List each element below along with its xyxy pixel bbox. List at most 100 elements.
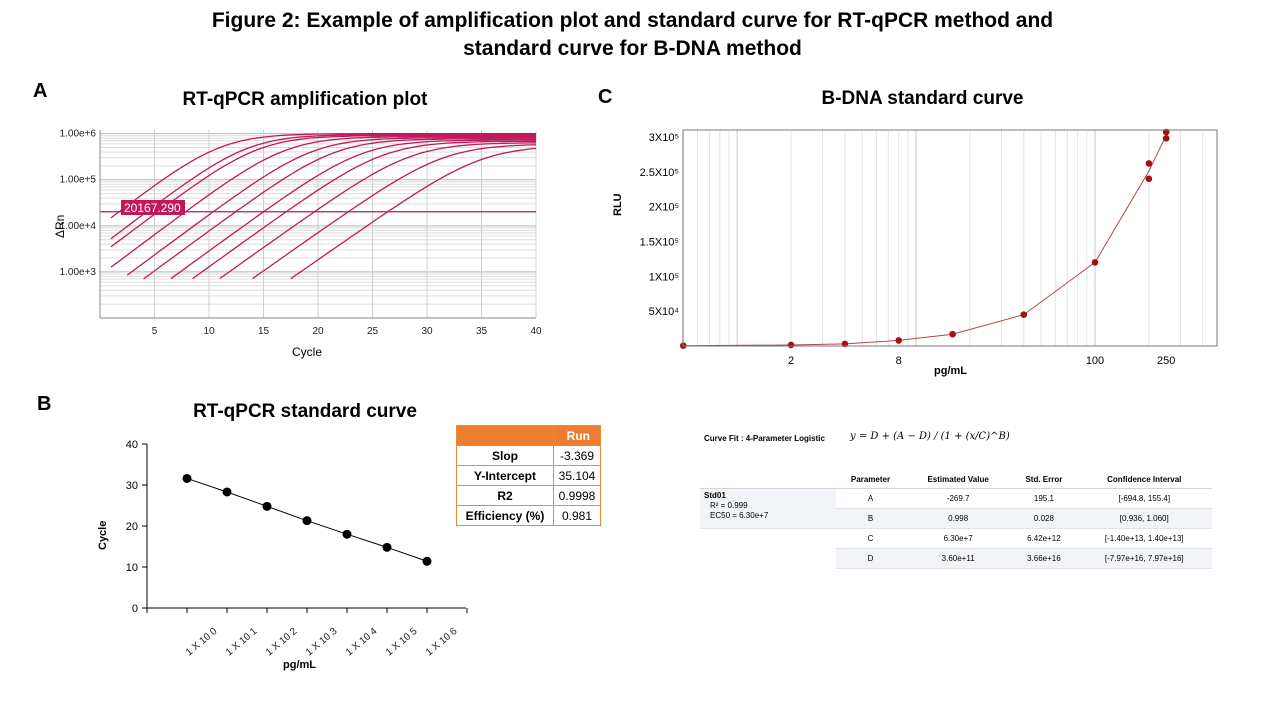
curve-fit-col-header: Parameter — [836, 470, 905, 489]
run-table-row: Slop -3.369 — [456, 445, 601, 466]
y-tick-label: 10 — [126, 562, 138, 574]
y-tick-label: 1X10⁵ — [649, 271, 679, 283]
panel-c-xlabel: pg/mL — [934, 365, 967, 377]
data-point — [895, 337, 903, 344]
curve-fit-param: D — [836, 548, 905, 569]
curve-fit-col-header: Confidence Interval — [1076, 470, 1212, 489]
data-point — [1091, 259, 1099, 266]
y-tick-label: 1.00e+6 — [60, 129, 97, 140]
panel-c-title: B-DNA standard curve — [821, 88, 1024, 109]
data-point — [949, 330, 956, 338]
x-tick-label: 15 — [258, 326, 270, 337]
amplification-curve — [192, 140, 536, 280]
data-point — [1020, 311, 1028, 318]
curve-fit-estimate: 0.998 — [905, 508, 1012, 529]
x-tick-label: 5 — [152, 326, 158, 337]
x-tick-label: 100 — [1086, 355, 1104, 367]
amplification-curve — [219, 142, 537, 280]
data-point — [342, 529, 352, 539]
figure-title-line1: Figure 2: Example of amplification plot … — [211, 9, 1054, 32]
amplification-curves — [100, 132, 537, 280]
curve-fit-estimate: -269.7 — [905, 488, 1012, 509]
curve-fit-spacer — [700, 529, 836, 549]
fit-curve — [682, 134, 1167, 347]
x-tick-label: 10 — [203, 326, 215, 337]
curve-fit-estimate: 3.60e+11 — [905, 548, 1012, 569]
amplification-curve — [110, 134, 536, 248]
amplification-curve — [126, 136, 536, 276]
x-tick-label: 20 — [312, 326, 324, 337]
data-point — [382, 542, 392, 552]
panel-b-xlabel: pg/mL — [283, 659, 316, 671]
amplification-curve — [110, 132, 536, 219]
panel-c-ylabel: RLU — [612, 193, 624, 216]
run-row-value: 0.981 — [553, 505, 601, 526]
figure-title-line2: standard curve for B-DNA method — [463, 37, 802, 60]
run-table: Run Slop -3.369 Y-Intercept 35.104 R2 0.… — [456, 425, 601, 526]
data-point — [1145, 175, 1153, 183]
bdna-axes: 5X10⁴ 1X10⁵ 1.5X10⁵ 2X10⁵ 2.5X10⁵ 3X10⁵ 2 8 100 2… — [640, 129, 1218, 367]
amplification-curve — [170, 139, 536, 280]
standard-curve-points — [182, 473, 432, 566]
y-tick-label: 2X10⁵ — [649, 202, 679, 214]
run-row-value: -3.369 — [553, 445, 601, 466]
bdna-curve — [679, 128, 1170, 349]
run-table-row: Efficiency (%) 0.981 — [456, 505, 601, 526]
curve-fit-col-header: Std. Error — [1011, 470, 1077, 489]
curve-fit-std-error: 6.42e+12 — [1011, 528, 1077, 549]
y-tick-label: 3X10⁵ — [649, 132, 679, 144]
amplification-curve — [252, 144, 537, 280]
curve-fit-std-error: 3.66e+16 — [1011, 548, 1077, 569]
curve-fit-param: B — [836, 508, 905, 529]
panel-c-letter: C — [598, 86, 613, 108]
curve-fit-equation: y = D + (A − D) / (1 + (x/C)^B) — [850, 431, 1010, 442]
threshold-label-box — [121, 200, 185, 215]
data-point — [222, 487, 232, 497]
y-tick-label: 1.5X10⁵ — [640, 236, 679, 248]
y-tick-label: 1.00e+5 — [60, 175, 97, 186]
curve-fit-row: D 3.60e+11 3.66e+16 [-7.97e+16, 7.97e+16… — [700, 548, 1212, 569]
plot-frame — [682, 129, 1218, 347]
data-point — [1145, 160, 1153, 167]
y-tick-label: 2.5X10⁵ — [640, 167, 679, 179]
run-table-row: Y-Intercept 35.104 — [456, 465, 601, 486]
amplification-curve — [110, 133, 536, 240]
bdna-grid — [682, 130, 1204, 346]
curve-fit-param: C — [836, 528, 905, 549]
curve-fit-std-cell: Std01 R² = 0.999 EC50 = 6.30e+7 — [700, 488, 836, 529]
curve-fit-spacer — [700, 549, 836, 569]
curve-fit-header-spacer — [700, 470, 836, 489]
panel-a-title: RT-qPCR amplification plot — [182, 89, 428, 110]
threshold-label: 20167.290 — [124, 201, 181, 215]
curve-fit-std-error: 195.1 — [1011, 488, 1077, 509]
amplification-curve — [290, 147, 537, 280]
data-point — [262, 501, 272, 511]
curve-fit-row: B 0.998 0.028 [0.936, 1.060] — [700, 508, 1212, 529]
curve-fit-param: A — [836, 488, 905, 509]
data-point — [182, 473, 192, 483]
y-tick-label: 30 — [126, 480, 138, 492]
x-tick-label: 35 — [476, 326, 488, 337]
curve-fit-r2: R² = 0.999 — [710, 501, 748, 510]
curve-fit-row: C 6.30e+7 6.42e+12 [-1.40e+13, 1.40e+13] — [700, 528, 1212, 549]
curve-fit-ci: [-694.8, 155.4] — [1076, 488, 1212, 509]
run-row-value: 0.9998 — [553, 485, 601, 506]
curve-fit-estimate: 6.30e+7 — [905, 528, 1012, 549]
y-tick-label: 20 — [126, 521, 138, 533]
run-table-header-label: Run — [553, 425, 601, 446]
x-tick-label: 25 — [367, 326, 379, 337]
panel-b-title: RT-qPCR standard curve — [193, 401, 417, 422]
panel-a-xlabel: Cycle — [292, 345, 322, 359]
y-tick-label: 5X10⁴ — [649, 306, 680, 318]
data-point — [787, 341, 795, 349]
x-tick-label: 2 — [788, 355, 794, 367]
curve-fit-ci: [-7.97e+16, 7.97e+16] — [1076, 548, 1212, 569]
figure-title: Figure 2: Example of amplification plot … — [0, 7, 1265, 63]
curve-fit-ci: [-1.40e+13, 1.40e+13] — [1076, 528, 1212, 549]
curve-fit-col-header: Estimated Value — [905, 470, 1012, 489]
x-tick-label: 250 — [1157, 355, 1175, 367]
run-table-row: R2 0.9998 — [456, 485, 601, 506]
data-point — [302, 516, 312, 526]
